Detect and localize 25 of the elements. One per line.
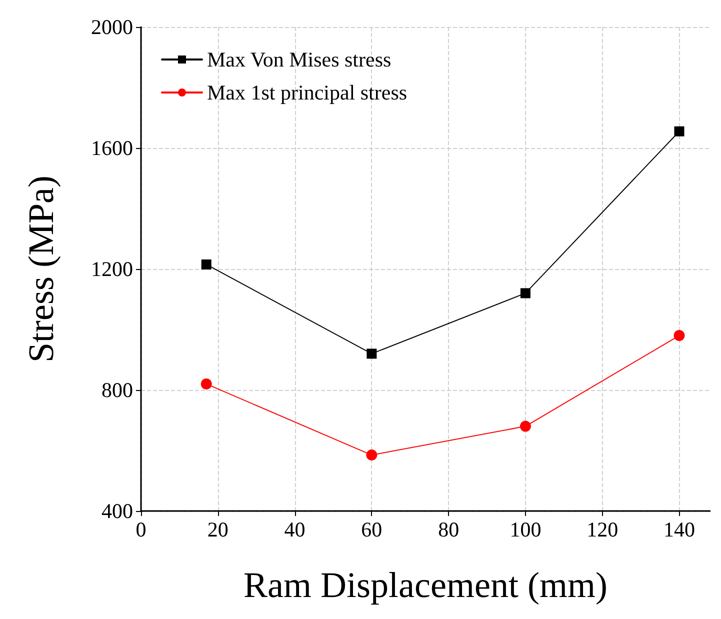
- point: [366, 450, 378, 461]
- point: [200, 378, 212, 390]
- x-tick-label: 20: [207, 518, 228, 542]
- x-tick-label: 80: [438, 518, 460, 542]
- x-tick-label: 40: [284, 518, 306, 542]
- x-tick-label: 60: [361, 518, 382, 542]
- point: [674, 330, 685, 342]
- point: [366, 348, 377, 359]
- x-tick-label: 100: [510, 518, 542, 542]
- x-tick-label: 120: [586, 518, 618, 542]
- x-tick-label: 0: [136, 518, 146, 542]
- point: [520, 420, 531, 432]
- legend-label: Max Von Mises stress: [207, 48, 392, 72]
- y-tick-label: 800: [102, 378, 133, 402]
- x-tick-label: 140: [663, 518, 695, 542]
- point: [674, 126, 684, 136]
- point: [201, 259, 212, 270]
- y-tick-label: 400: [102, 499, 133, 523]
- y-tick-label: 2000: [91, 15, 133, 39]
- x-axis-title: Ram Displacement (mm): [244, 565, 608, 605]
- legend-label: Max 1st principal stress: [207, 80, 408, 104]
- point: [520, 288, 530, 298]
- y-tick-label: 1200: [91, 257, 133, 281]
- y-axis-title: Stress (MPa): [21, 176, 61, 362]
- y-tick-label: 1600: [91, 136, 133, 160]
